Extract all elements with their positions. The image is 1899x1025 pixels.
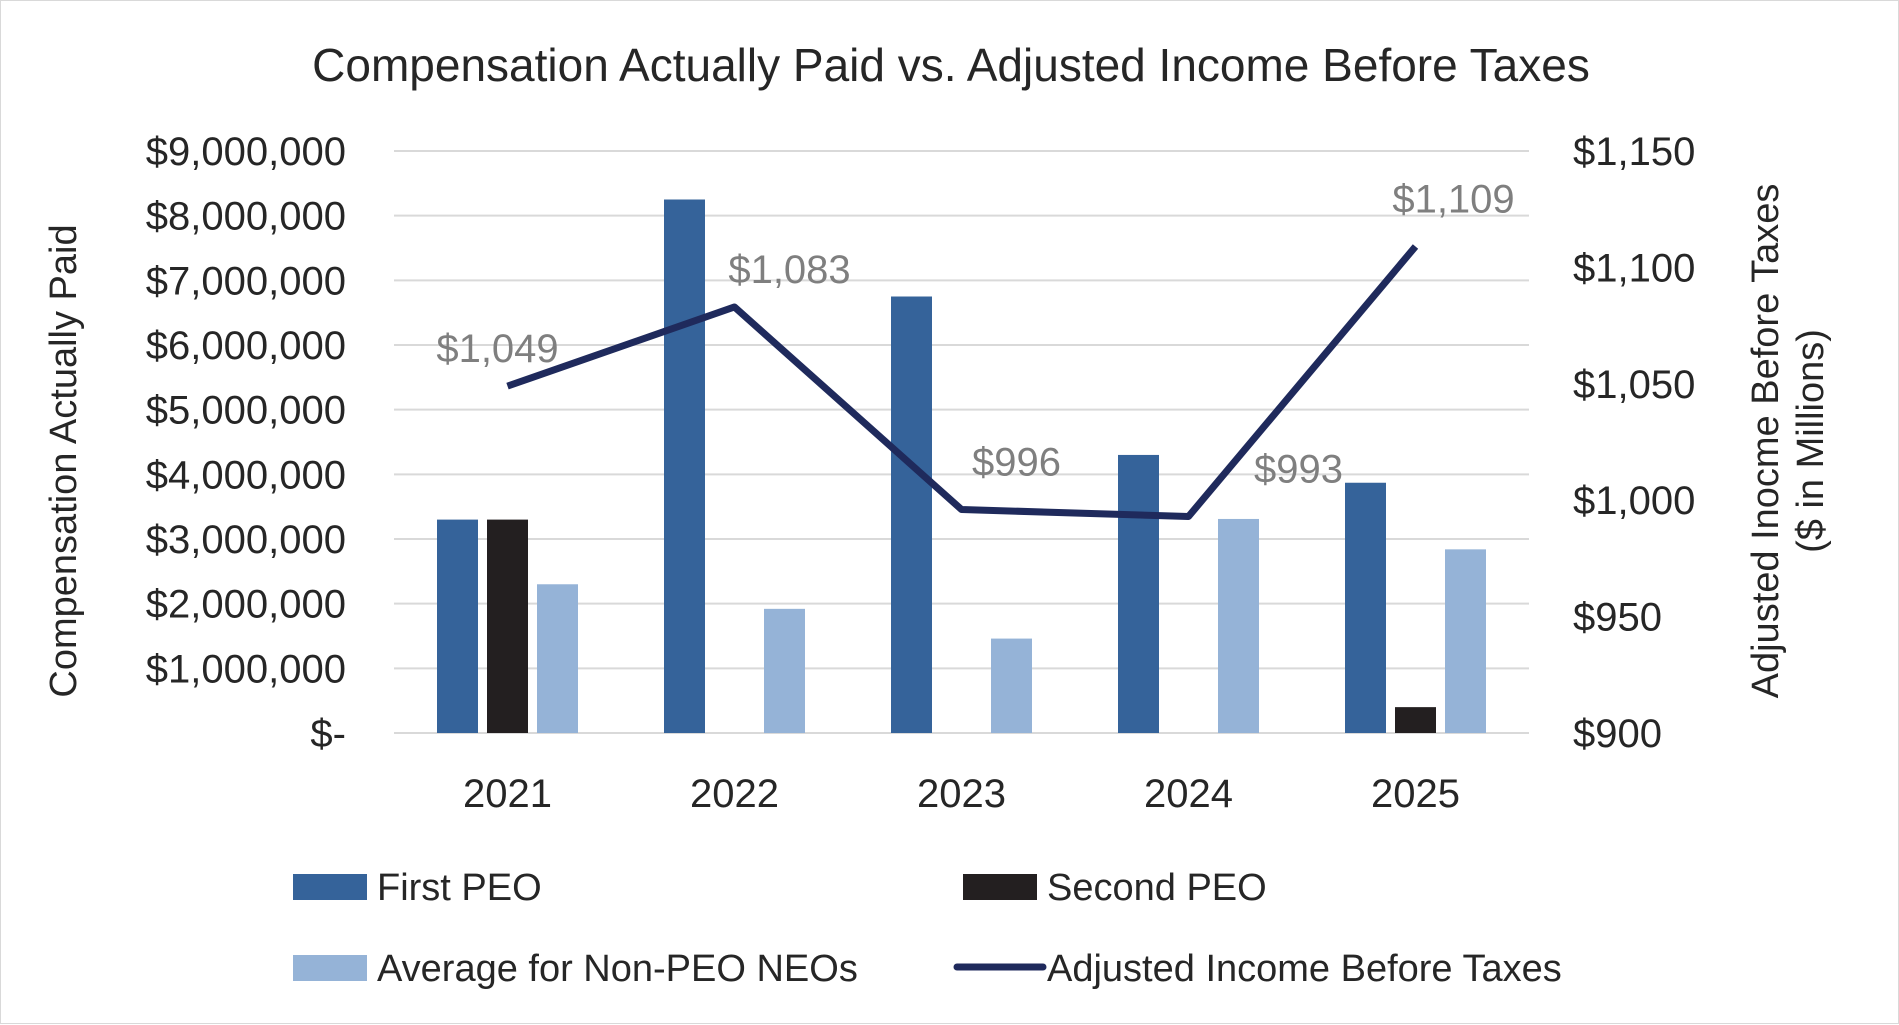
- bar-first-peo: [891, 297, 932, 734]
- left-tick-label: $8,000,000: [146, 195, 346, 239]
- bar-second-peo: [487, 520, 528, 733]
- left-tick-label: $9,000,000: [146, 130, 346, 174]
- left-tick-label: $3,000,000: [146, 518, 346, 562]
- right-tick-label: $1,150: [1573, 130, 1695, 174]
- right-tick-label: $900: [1573, 712, 1662, 756]
- right-tick-label: $1,000: [1573, 479, 1695, 523]
- x-tick-label: 2022: [690, 772, 779, 816]
- legend: First PEO Second PEO Average for Non-PEO N…: [293, 867, 1562, 990]
- left-axis-label: Compensation Actually Paid: [43, 224, 85, 697]
- line-data-label: $1,109: [1392, 177, 1514, 221]
- left-tick-label: $2,000,000: [146, 583, 346, 627]
- left-tick-label: $-: [310, 712, 346, 756]
- line-data-label: $993: [1254, 447, 1343, 491]
- line-data-label: $1,083: [728, 248, 850, 292]
- bar-first-peo: [437, 520, 478, 733]
- bar-first-peo: [664, 200, 705, 734]
- right-tick-label: $1,050: [1573, 363, 1695, 407]
- legend-swatch-second-peo: [963, 874, 1037, 900]
- x-tick-label: 2025: [1371, 772, 1460, 816]
- bar-average-for-non-peo-neos: [764, 609, 805, 733]
- income-line-layer: $1,049 $1,083 $996 $993 $1,109: [436, 177, 1514, 516]
- line-data-label: $996: [972, 441, 1061, 485]
- legend-label-adjusted-income-before-taxes: Adjusted Income Before Taxes: [1047, 948, 1562, 990]
- bar-first-peo: [1345, 483, 1386, 733]
- left-axis-ticks: $- $1,000,000 $2,000,000 $3,000,000 $4,000,0…: [146, 130, 346, 756]
- legend-swatch-first-peo: [293, 874, 367, 900]
- legend-label-average-for-non-peo-neos: Average for Non-PEO NEOs: [377, 948, 858, 990]
- left-tick-label: $4,000,000: [146, 453, 346, 497]
- right-axis-ticks: $900 $950 $1,000 $1,050 $1,100 $1,150: [1573, 130, 1695, 756]
- left-tick-label: $1,000,000: [146, 647, 346, 691]
- bar-average-for-non-peo-neos: [991, 639, 1032, 733]
- chart-title: Compensation Actually Paid vs. Adjusted …: [312, 39, 1590, 91]
- right-tick-label: $950: [1573, 596, 1662, 640]
- bar-average-for-non-peo-neos: [537, 584, 578, 733]
- x-axis-ticks: 2021 2022 2023 2024 2025: [463, 772, 1460, 816]
- bar-first-peo: [1118, 455, 1159, 733]
- x-tick-label: 2024: [1144, 772, 1233, 816]
- left-tick-label: $6,000,000: [146, 324, 346, 368]
- legend-label-second-peo: Second PEO: [1047, 867, 1267, 909]
- right-axis-label-line2: ($ in Millions): [1790, 329, 1832, 553]
- right-axis-label-line1: Adjusted Inocme Before Taxes: [1745, 184, 1787, 699]
- bar-average-for-non-peo-neos: [1445, 549, 1486, 733]
- legend-label-first-peo: First PEO: [377, 867, 542, 909]
- line-data-label: $1,049: [436, 327, 558, 371]
- x-tick-label: 2023: [917, 772, 1006, 816]
- x-tick-label: 2021: [463, 772, 552, 816]
- right-tick-label: $1,100: [1573, 246, 1695, 290]
- left-tick-label: $5,000,000: [146, 389, 346, 433]
- bar-second-peo: [1395, 707, 1436, 733]
- left-tick-label: $7,000,000: [146, 259, 346, 303]
- legend-swatch-average-for-non-peo-neos: [293, 955, 367, 981]
- bar-average-for-non-peo-neos: [1218, 519, 1259, 733]
